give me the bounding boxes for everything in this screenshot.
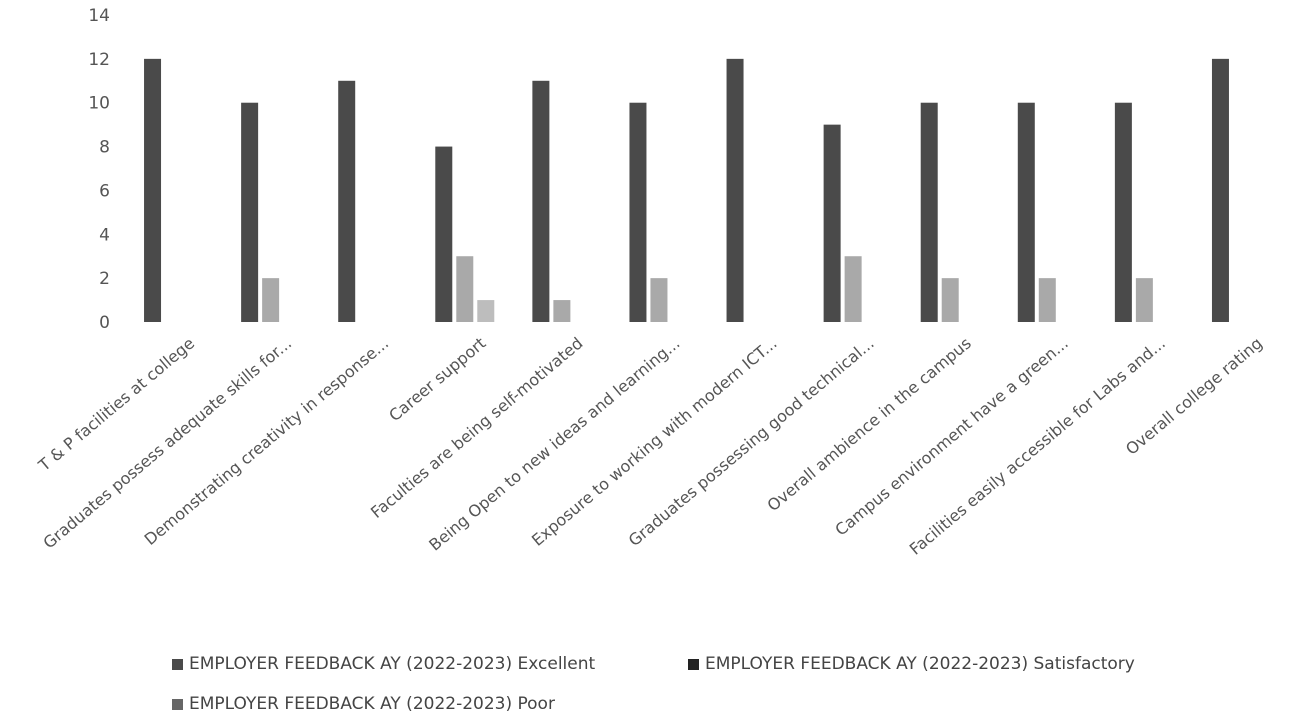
legend-swatch-satisfactory xyxy=(688,658,699,670)
bar-satisfactory xyxy=(1038,278,1056,322)
x-category-label: Overall ambience in the campus xyxy=(764,334,975,516)
legend-label-poor: EMPLOYER FEEDBACK AY (2022-2023) Poor xyxy=(189,694,555,714)
bar-poor xyxy=(477,300,495,322)
legend-swatch-poor xyxy=(172,698,183,710)
bar-satisfactory xyxy=(1135,278,1153,322)
y-tick-label: 10 xyxy=(88,94,110,114)
bar-satisfactory xyxy=(553,300,571,322)
x-category-label: Career support xyxy=(385,334,489,426)
bar-excellent xyxy=(532,80,550,323)
y-tick-label: 4 xyxy=(99,225,110,245)
bar-excellent xyxy=(823,124,841,323)
x-category-label: Faculties are being self-motivated xyxy=(367,334,586,522)
bar-excellent xyxy=(920,102,938,322)
y-tick-label: 6 xyxy=(99,181,110,201)
bar-excellent xyxy=(1114,102,1132,322)
bar-excellent xyxy=(1017,102,1035,322)
bar-satisfactory xyxy=(650,278,668,322)
legend-label-excellent: EMPLOYER FEEDBACK AY (2022-2023) Excelle… xyxy=(189,654,596,674)
bar-excellent xyxy=(1211,58,1229,322)
bar-excellent xyxy=(629,102,647,322)
bar-satisfactory xyxy=(262,278,280,322)
bar-satisfactory xyxy=(941,278,959,322)
bar-excellent xyxy=(338,80,356,323)
y-tick-label: 0 xyxy=(99,313,110,333)
bar-excellent xyxy=(241,102,259,322)
legend-item-satisfactory: EMPLOYER FEEDBACK AY (2022-2023) Satisfa… xyxy=(688,654,1135,674)
bar-satisfactory xyxy=(456,256,474,322)
bar-excellent xyxy=(144,58,162,322)
legend-item-excellent: EMPLOYER FEEDBACK AY (2022-2023) Excelle… xyxy=(172,654,595,674)
bar-excellent xyxy=(435,146,453,322)
bar-satisfactory xyxy=(844,256,862,322)
legend-swatch-excellent xyxy=(172,658,183,670)
y-tick-label: 12 xyxy=(88,50,110,70)
bar-excellent xyxy=(726,58,744,322)
y-tick-label: 8 xyxy=(99,138,110,158)
x-category-label: T & P facilities at college xyxy=(34,334,198,476)
y-tick-label: 2 xyxy=(99,269,110,289)
legend-label-satisfactory: EMPLOYER FEEDBACK AY (2022-2023) Satisfa… xyxy=(705,654,1135,674)
legend-item-poor: EMPLOYER FEEDBACK AY (2022-2023) Poor xyxy=(172,694,555,714)
y-tick-label: 14 xyxy=(88,6,110,26)
